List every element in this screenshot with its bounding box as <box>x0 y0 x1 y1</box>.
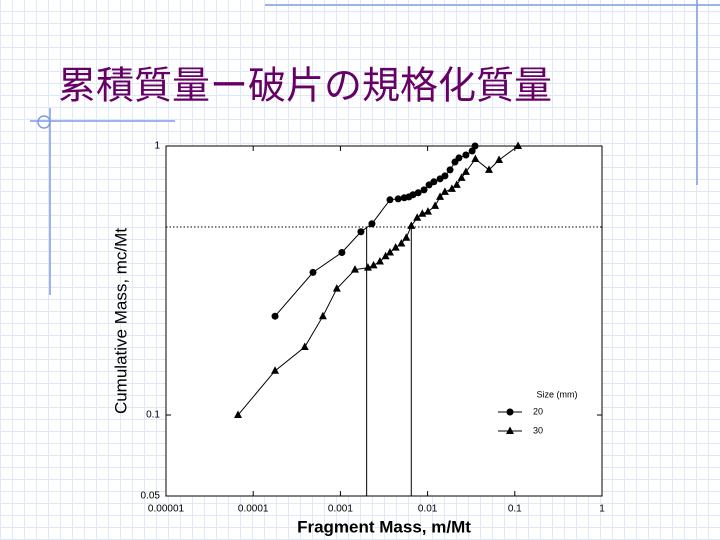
x-tick-label: 1 <box>599 504 605 515</box>
data-point <box>462 151 470 159</box>
data-point <box>271 312 279 320</box>
data-point <box>446 166 454 174</box>
data-point <box>375 257 384 265</box>
data-point <box>457 173 466 181</box>
data-point <box>461 167 470 175</box>
legend-marker <box>506 408 514 416</box>
x-tick-label: 0.00001 <box>148 504 185 515</box>
x-tick-label: 0.001 <box>328 504 353 515</box>
data-point <box>420 186 428 194</box>
data-point <box>381 251 390 260</box>
data-point <box>436 192 445 200</box>
data-point <box>271 366 280 374</box>
x-tick-label: 0.0001 <box>238 504 269 515</box>
data-point <box>402 233 411 241</box>
data-point <box>440 187 449 195</box>
legend-marker <box>506 426 514 434</box>
y-tick-label: 0.05 <box>141 491 161 502</box>
data-point <box>430 178 438 186</box>
data-point <box>386 196 394 204</box>
data-point <box>452 180 461 188</box>
data-point <box>455 154 463 162</box>
data-point <box>368 220 376 228</box>
data-point <box>418 209 427 217</box>
slide-title: 累積質量ー破片の規格化質量 <box>58 64 552 108</box>
data-point <box>350 265 359 273</box>
data-point <box>423 207 432 215</box>
data-point <box>234 410 243 419</box>
data-point <box>300 342 309 350</box>
data-point <box>309 268 317 276</box>
data-point <box>431 201 440 209</box>
decor-circle <box>37 115 51 129</box>
data-point <box>414 189 422 197</box>
data-point <box>495 155 504 164</box>
data-point <box>394 195 402 203</box>
data-point <box>407 221 416 229</box>
y-tick-label: 0.1 <box>146 410 160 421</box>
data-point <box>369 260 378 269</box>
plot-area <box>165 145 603 497</box>
data-point <box>332 284 341 292</box>
data-point <box>471 142 479 150</box>
legend-title: Size (mm) <box>537 389 578 399</box>
x-axis-label: Fragment Mass, m/Mt <box>297 517 471 536</box>
data-point <box>485 165 494 173</box>
data-point <box>447 184 456 192</box>
data-point <box>514 141 523 149</box>
data-point <box>397 239 406 247</box>
y-tick-label: 1 <box>154 141 160 152</box>
data-point <box>441 172 449 180</box>
x-tick-label: 0.1 <box>508 504 522 515</box>
data-point <box>391 243 400 251</box>
data-point <box>385 247 394 256</box>
data-point <box>413 213 422 221</box>
data-point <box>357 228 365 236</box>
data-point <box>363 263 372 271</box>
data-point <box>318 311 327 320</box>
data-point <box>471 154 480 162</box>
data-point <box>338 248 346 256</box>
x-tick-label: 0.01 <box>418 504 438 515</box>
legend-label: 30 <box>533 425 543 435</box>
y-axis-label: Cumulative Mass, mc/Mt <box>111 228 130 414</box>
legend-label: 20 <box>533 406 543 416</box>
